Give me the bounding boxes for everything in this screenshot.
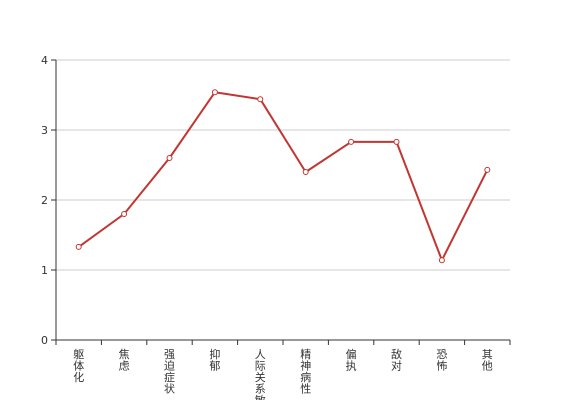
x-tick-label: 躯体化 <box>73 348 84 384</box>
x-tick-label: 其他 <box>482 348 493 373</box>
y-tick-label: 4 <box>41 54 48 67</box>
data-point[interactable] <box>348 138 355 145</box>
x-tick-label: 精神病性 <box>300 348 311 396</box>
x-axis: 躯体化 焦虑 强迫症状 抑郁 人际关系敏感 精神病性 偏执 敌对 恐怖 其他 <box>55 339 511 400</box>
data-point[interactable] <box>121 211 128 217</box>
gridlines <box>56 59 510 271</box>
x-tick-label: 焦虑 <box>119 348 130 373</box>
y-tick-label: 0 <box>41 334 48 347</box>
y-tick-label: 3 <box>41 124 48 137</box>
data-point[interactable] <box>393 138 400 145</box>
data-point[interactable] <box>302 169 309 175</box>
data-point[interactable] <box>75 243 82 250</box>
x-tick-label: 敌对 <box>391 347 402 373</box>
data-point[interactable] <box>166 155 173 161</box>
x-tick-label: 偏执 <box>346 347 357 373</box>
y-tick-label: 2 <box>41 194 48 207</box>
data-point[interactable] <box>257 96 264 103</box>
data-point[interactable] <box>484 166 491 173</box>
series-group <box>75 89 491 264</box>
x-tick-label: 人际关系敏感 <box>255 348 266 400</box>
x-tick-label: 强迫症状 <box>164 348 175 396</box>
data-point[interactable] <box>211 89 218 96</box>
data-point[interactable] <box>438 257 445 264</box>
y-axis: 0 1 2 3 4 <box>41 54 57 347</box>
x-tick-label: 恐怖 <box>436 348 447 373</box>
y-tick-label: 1 <box>41 264 48 277</box>
x-tick-label: 抑郁 <box>209 347 220 373</box>
series-line <box>78 91 489 262</box>
